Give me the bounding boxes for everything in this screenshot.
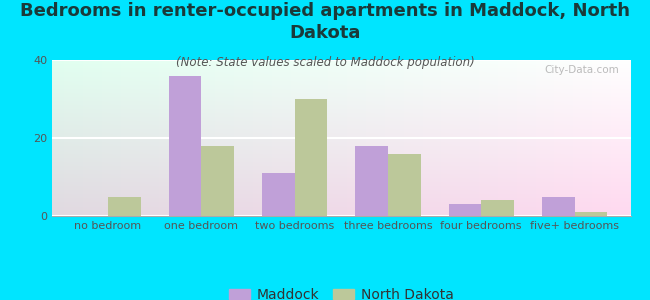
Bar: [448, 204, 481, 216]
Bar: [262, 173, 294, 216]
Bar: [168, 76, 202, 216]
Bar: [108, 196, 140, 216]
Bar: [294, 99, 327, 216]
Text: Bedrooms in renter-occupied apartments in Maddock, North
Dakota: Bedrooms in renter-occupied apartments i…: [20, 2, 630, 42]
Text: City-Data.com: City-Data.com: [544, 65, 619, 75]
Bar: [481, 200, 514, 216]
Legend: Maddock, North Dakota: Maddock, North Dakota: [223, 282, 460, 300]
Text: (Note: State values scaled to Maddock population): (Note: State values scaled to Maddock po…: [176, 56, 474, 68]
Bar: [575, 212, 607, 216]
Bar: [388, 154, 421, 216]
Bar: [356, 146, 388, 216]
Bar: [202, 146, 234, 216]
Bar: [542, 196, 575, 216]
